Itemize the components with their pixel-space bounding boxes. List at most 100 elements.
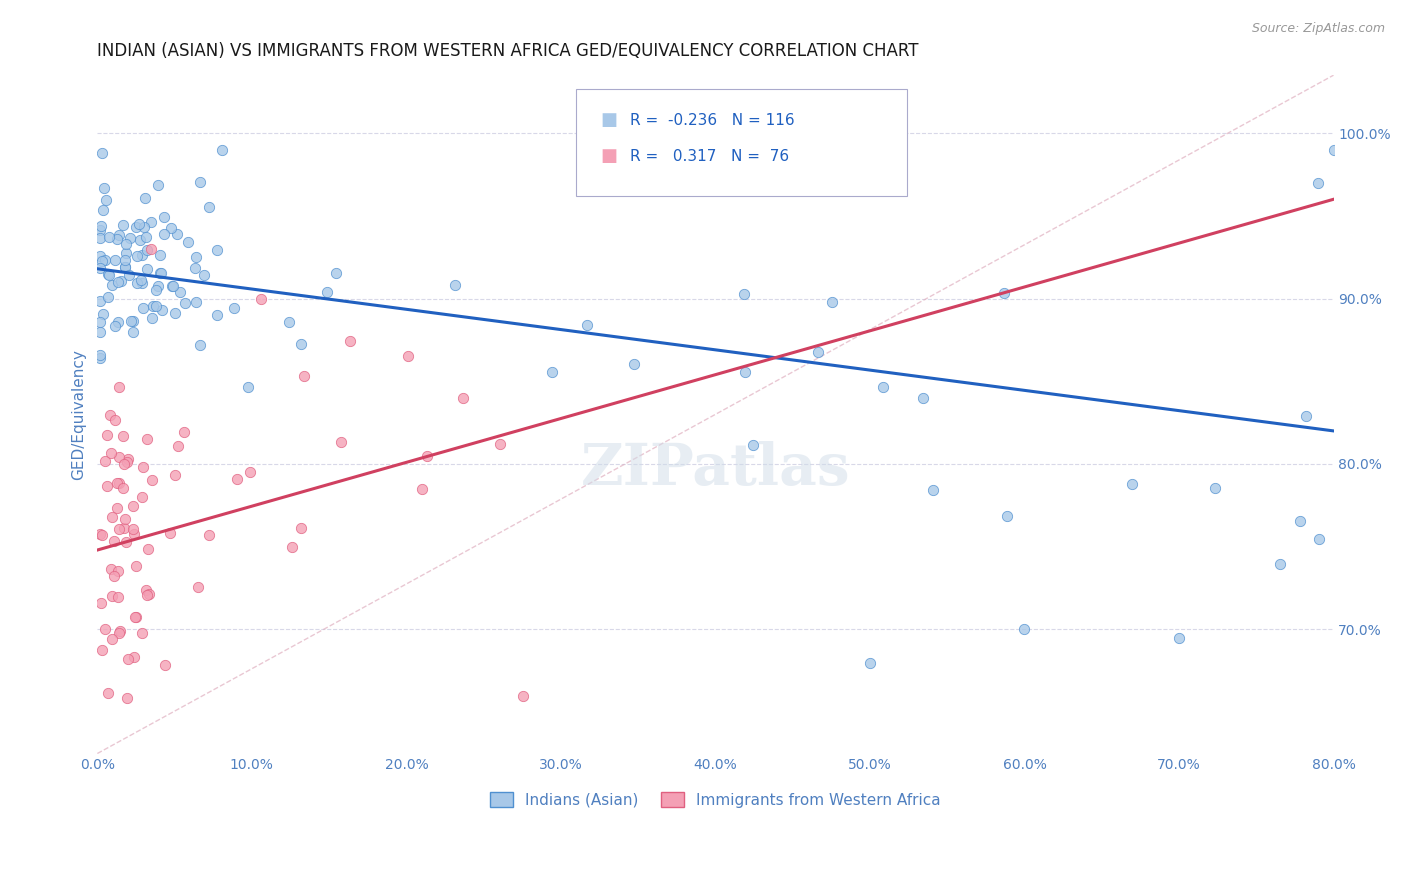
Point [89, 527, 111, 541]
Point [100, 445, 122, 459]
Point [97, 268, 120, 282]
Point [97, 686, 120, 700]
Point [188, 175, 211, 189]
Point [135, 583, 157, 598]
Point [1204, 481, 1226, 495]
Point [122, 522, 145, 536]
Point [153, 657, 176, 672]
Text: ■: ■ [600, 112, 617, 129]
Point [125, 276, 148, 290]
Point [135, 262, 157, 277]
Point [995, 509, 1018, 524]
Point [132, 301, 155, 315]
Point [112, 521, 135, 535]
Point [160, 220, 183, 235]
Point [541, 365, 564, 379]
Point [104, 413, 127, 427]
Point [152, 227, 174, 241]
Point [111, 481, 134, 495]
Point [339, 334, 361, 348]
Point [160, 278, 183, 293]
Point [250, 292, 273, 306]
Point [1014, 623, 1036, 637]
Point [91, 145, 114, 160]
Point [89, 231, 111, 245]
Text: R =  -0.236   N = 116: R = -0.236 N = 116 [630, 113, 794, 128]
Point [93, 307, 115, 321]
Point [807, 345, 830, 359]
Point [101, 509, 124, 524]
Point [623, 358, 645, 372]
Point [488, 436, 510, 450]
Point [159, 526, 181, 541]
Point [1322, 143, 1344, 157]
Point [149, 266, 172, 280]
Point [184, 261, 207, 276]
Point [118, 268, 141, 282]
Point [416, 450, 439, 464]
Point [108, 625, 131, 640]
Point [205, 309, 228, 323]
Point [114, 260, 136, 274]
Point [103, 569, 125, 583]
Point [138, 586, 160, 600]
Point [89, 261, 111, 276]
Point [173, 425, 195, 439]
Point [96, 428, 118, 442]
Point [98, 268, 121, 282]
Point [94, 622, 117, 636]
Point [398, 349, 420, 363]
Point [135, 230, 157, 244]
Point [207, 244, 229, 258]
Point [89, 249, 111, 263]
Point [118, 230, 141, 244]
Point [153, 211, 176, 225]
Point [411, 483, 433, 497]
Point [100, 562, 122, 576]
Point [141, 242, 163, 256]
Point [97, 290, 120, 304]
Point [277, 314, 299, 328]
Point [141, 311, 163, 326]
Point [163, 306, 186, 320]
Point [225, 472, 247, 486]
Point [134, 219, 156, 234]
Point [177, 235, 200, 249]
Point [290, 337, 312, 351]
Point [451, 392, 474, 406]
Point [238, 380, 260, 394]
Point [111, 218, 134, 232]
Point [169, 285, 191, 300]
Point [112, 457, 135, 471]
Point [131, 276, 153, 290]
Point [166, 439, 188, 453]
Point [921, 483, 943, 498]
Point [125, 610, 148, 624]
Point [114, 534, 136, 549]
Point [222, 301, 245, 315]
Point [100, 408, 122, 422]
Point [131, 248, 153, 262]
Point [136, 588, 159, 602]
Point [108, 228, 131, 243]
Point [94, 253, 117, 268]
Text: R =   0.317   N =  76: R = 0.317 N = 76 [630, 149, 789, 163]
Text: ■: ■ [600, 147, 617, 165]
Point [89, 348, 111, 362]
Point [280, 540, 302, 554]
Point [742, 438, 765, 452]
Point [1168, 631, 1191, 645]
Point [125, 219, 148, 234]
Point [93, 181, 115, 195]
Point [174, 296, 197, 310]
Point [187, 580, 209, 594]
Point [1121, 477, 1143, 491]
Point [108, 624, 131, 639]
Point [131, 626, 153, 640]
Point [101, 632, 124, 647]
Point [512, 689, 534, 703]
Point [114, 260, 136, 275]
Point [198, 200, 221, 214]
Point [316, 285, 339, 299]
Point [149, 266, 172, 280]
